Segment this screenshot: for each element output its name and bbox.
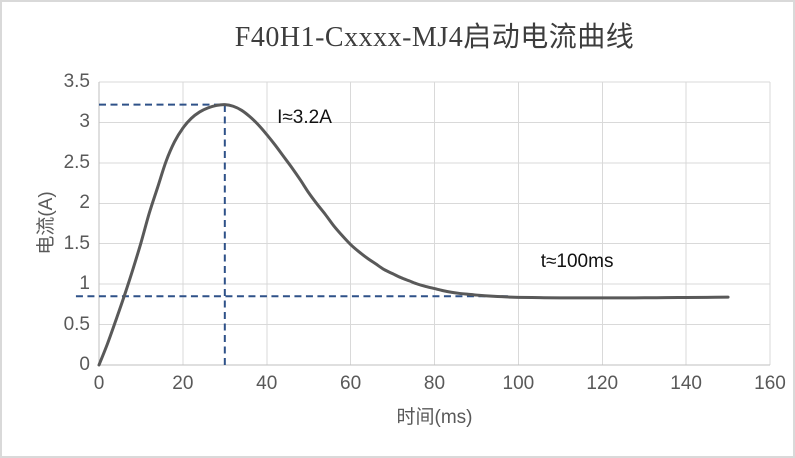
x-tick-label: 140 <box>670 373 702 394</box>
y-tick-label: 1.5 <box>63 232 90 254</box>
chart-title: F40H1-Cxxxx-MJ4启动电流曲线 <box>234 22 635 53</box>
y-tick-label: 3 <box>79 111 90 133</box>
current-curve <box>97 103 730 367</box>
y-tick-label: 1 <box>79 273 90 295</box>
y-tick-label: 0 <box>79 354 90 375</box>
y-tick-label: 0.5 <box>63 313 90 335</box>
x-tick-label: 160 <box>754 373 786 394</box>
x-axis-title: 时间(ms) <box>396 407 473 428</box>
x-tick-label: 80 <box>423 373 446 394</box>
x-tick-label: 0 <box>93 373 105 394</box>
x-tick-label: 40 <box>256 373 278 394</box>
x-tick-label: 100 <box>502 373 535 394</box>
y-tick-label: 3.5 <box>63 71 90 92</box>
y-tick-label: 2.5 <box>63 151 90 173</box>
y-tick-label: 2 <box>79 192 90 214</box>
x-tick-label: 60 <box>340 373 362 394</box>
peak-current-label: I≈3.2A <box>277 107 332 129</box>
settle-time-label: t≈100ms <box>540 251 614 273</box>
x-tick-label: 20 <box>172 373 194 394</box>
x-tick-label: 120 <box>586 373 619 394</box>
